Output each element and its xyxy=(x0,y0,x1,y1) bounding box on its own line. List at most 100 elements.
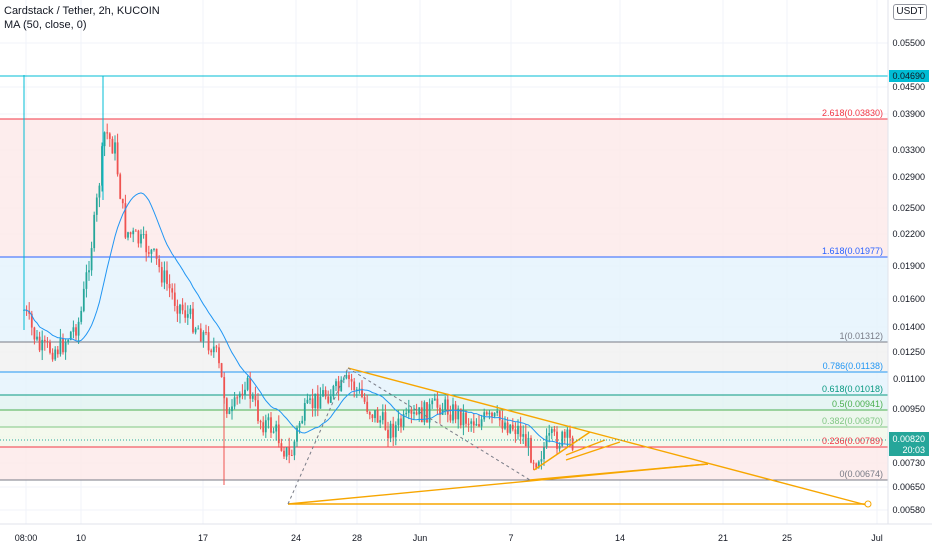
fib-level-label: 0.5(0.00941) xyxy=(832,399,883,409)
candle-body xyxy=(210,350,213,353)
candle-body xyxy=(387,429,389,439)
time-axis-bg xyxy=(0,524,932,550)
candle-body xyxy=(280,443,283,451)
candle-body xyxy=(145,234,148,253)
time-tick-label: 7 xyxy=(508,533,513,543)
candle-body xyxy=(223,377,226,399)
candle-body xyxy=(194,328,197,333)
candle-body xyxy=(212,346,215,353)
candle-body xyxy=(439,407,441,415)
candle-body xyxy=(54,349,57,360)
price-tick-label: 0.02900 xyxy=(892,172,925,182)
candle-body xyxy=(166,270,168,284)
fib-level-label: 0.382(0.00870) xyxy=(822,416,883,426)
symbol-title[interactable]: Cardstack / Tether, 2h, KUCOIN xyxy=(4,5,160,17)
candle-body xyxy=(114,142,116,154)
candle-body xyxy=(446,399,449,415)
candle-body xyxy=(231,406,233,412)
candle-body xyxy=(129,232,132,235)
candle-body xyxy=(501,420,504,429)
candle-body xyxy=(540,459,543,462)
candle-body xyxy=(90,248,93,271)
fib-level-label: 0(0.00674) xyxy=(839,469,883,479)
candle-body xyxy=(493,412,496,417)
candle-body xyxy=(290,455,293,457)
candle-body xyxy=(127,232,129,238)
candle-body xyxy=(358,388,361,390)
time-axis: 08:00 10 17 24 28 Jun 7 14 21 25 Jul xyxy=(0,523,932,550)
candle-body xyxy=(75,327,77,336)
candle-body xyxy=(332,386,335,397)
candle-body xyxy=(59,338,62,355)
candle-body xyxy=(400,418,402,427)
candle-body xyxy=(49,342,51,353)
candle-body xyxy=(111,138,114,154)
candle-body xyxy=(454,404,457,420)
candle-body xyxy=(181,304,184,311)
fib-level-label: 0.236(0.00789) xyxy=(822,436,883,446)
candle-body xyxy=(376,410,379,423)
candle-body xyxy=(197,328,200,330)
candle-body xyxy=(379,420,382,423)
candle-body xyxy=(478,424,480,427)
candle-body xyxy=(285,447,288,457)
candle-body xyxy=(249,377,252,399)
candle-body xyxy=(241,393,244,396)
candle-body xyxy=(480,419,483,427)
candle-body xyxy=(43,339,46,342)
candle-body xyxy=(142,234,145,236)
time-tick-label: Jul xyxy=(871,533,883,543)
trendline xyxy=(529,463,709,481)
candle-body xyxy=(491,412,493,417)
fib-level-label: 1(0.01312) xyxy=(839,331,883,341)
currency-button[interactable]: USDT xyxy=(893,4,927,20)
candle-body xyxy=(160,267,163,283)
candle-body xyxy=(56,349,59,355)
trendline xyxy=(619,439,871,507)
price-tick-label: 0.01400 xyxy=(892,322,925,332)
candle-body xyxy=(262,422,265,433)
candle-body xyxy=(88,270,90,273)
candle-body xyxy=(218,347,220,364)
fib-zone xyxy=(0,427,888,447)
candle-body xyxy=(236,397,239,399)
candle-body xyxy=(470,421,473,424)
candle-body xyxy=(402,414,405,427)
candle-body xyxy=(288,447,291,456)
candle-body xyxy=(496,411,499,413)
candle-body xyxy=(556,431,558,449)
candle-body xyxy=(259,421,262,423)
candle-body xyxy=(64,342,67,353)
time-tick-label: Jun xyxy=(413,533,428,543)
candle-body xyxy=(545,435,548,448)
candle-body xyxy=(192,308,194,333)
candle-body xyxy=(225,398,228,414)
price-tick-label: 0.03300 xyxy=(892,145,925,155)
countdown-label: 20:03 xyxy=(902,445,925,455)
candle-body xyxy=(207,332,210,351)
time-tick-label: 17 xyxy=(198,533,208,543)
fib-level-label: 1.618(0.01977) xyxy=(822,246,883,256)
candle-body xyxy=(62,338,64,353)
candle-body xyxy=(392,423,395,438)
candle-body xyxy=(106,132,109,134)
indicator-label[interactable]: MA (50, close, 0) xyxy=(4,19,87,31)
candle-body xyxy=(246,377,249,390)
candle-body xyxy=(186,314,189,318)
candle-body xyxy=(418,407,421,415)
candle-body xyxy=(319,396,322,409)
candle-body xyxy=(140,234,142,244)
candle-body xyxy=(150,249,153,254)
candle-body xyxy=(147,252,150,254)
fib-zone xyxy=(0,447,888,480)
candle-body xyxy=(410,409,413,414)
candle-body xyxy=(345,375,348,379)
candle-body xyxy=(137,230,140,244)
candle-body xyxy=(472,421,475,426)
candle-body xyxy=(184,310,187,318)
candle-body xyxy=(389,423,392,439)
candle-body xyxy=(413,412,415,414)
candle-body xyxy=(342,378,345,380)
candle-body xyxy=(306,399,309,404)
